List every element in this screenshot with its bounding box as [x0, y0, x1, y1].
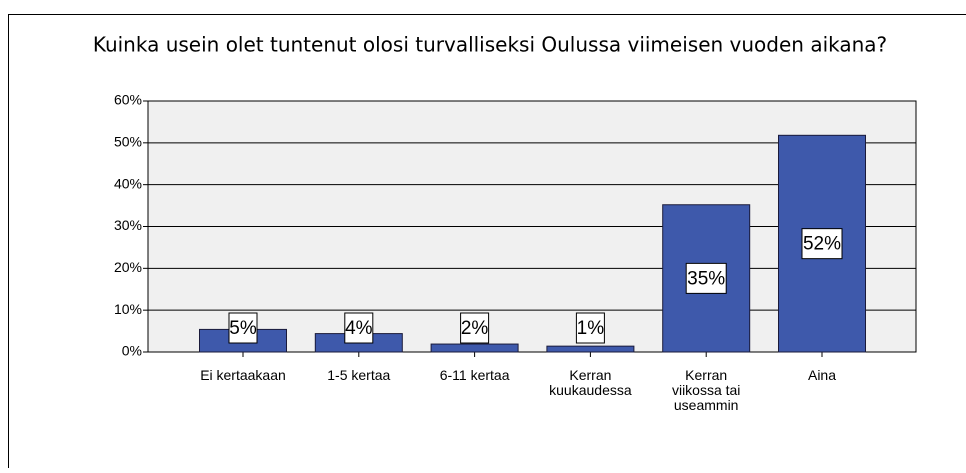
bar [431, 344, 518, 352]
value-label: 1% [577, 318, 605, 339]
bar [547, 346, 634, 352]
y-tick-label: 30% [114, 217, 142, 233]
x-tick-label-line: Kerran [569, 367, 611, 383]
y-tick-label: 50% [114, 134, 142, 150]
x-tick-label-line: 1-5 kertaa [327, 367, 390, 383]
y-tick-label: 60% [114, 92, 142, 108]
x-tick-label: 6-11 kertaa [440, 367, 510, 383]
value-label: 2% [461, 318, 489, 339]
x-tick-label-line: 6-11 kertaa [440, 367, 510, 383]
x-tick-label-line: kuukaudessa [549, 382, 632, 398]
y-tick-label: 0% [122, 343, 142, 359]
y-tick-label: 20% [114, 259, 142, 275]
chart-title: Kuinka usein olet tuntenut olosi turvall… [93, 33, 887, 57]
value-label: 52% [803, 234, 841, 255]
value-label: 4% [345, 318, 373, 339]
x-tick-label-line: Kerran [685, 367, 727, 383]
x-tick-label-line: Ei kertaakaan [200, 367, 286, 383]
x-tick-label-line: Aina [808, 367, 836, 383]
y-tick-label: 40% [114, 175, 142, 191]
x-tick-label-line: viikossa tai [672, 382, 740, 398]
y-tick-label: 10% [114, 301, 142, 317]
value-label: 35% [687, 268, 725, 289]
x-tick-label: 1-5 kertaa [327, 367, 390, 383]
value-label: 5% [229, 318, 257, 339]
x-tick-label: Aina [808, 367, 836, 383]
x-tick-label: Ei kertaakaan [200, 367, 286, 383]
x-tick-label-line: useammin [674, 397, 739, 413]
